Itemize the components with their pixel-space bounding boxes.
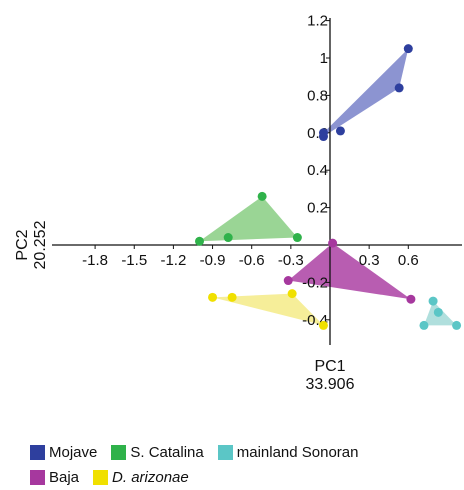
y-axis-title: PC2 [14,229,31,260]
y-tick-label: 1 [320,50,328,67]
hull-mojave [323,48,409,137]
point-s-catalina [257,191,267,201]
x-axis-title: PC1 [314,358,345,375]
point-baja [328,238,338,248]
legend-item-mojave: Mojave [30,444,97,461]
x-tick-label: -0.6 [239,252,265,269]
point-d-arizonae [318,320,328,330]
point-mainland-sonoran [452,320,462,330]
legend-label: Baja [49,469,80,486]
point-d-arizonae [208,292,218,302]
point-mainland-sonoran [419,320,429,330]
legend: Mojave S. Catalina mainland Sonoran Baja D. … [30,440,460,490]
y-tick-label: 1.2 [307,13,328,30]
legend-item-s-catalina: S. Catalina [111,444,204,461]
point-baja [406,294,416,304]
point-d-arizonae [227,292,237,302]
point-s-catalina [223,233,233,243]
x-tick-label: 0.6 [398,252,419,269]
legend-row: Baja D. arizonae [30,465,460,490]
point-mojave [318,128,328,138]
legend-label: D. arizonae [112,469,189,486]
legend-swatch [30,445,45,460]
legend-swatch [217,445,233,460]
y-tick-label: -0.2 [302,274,328,291]
data-points [195,44,462,330]
hull-d-arizonae [212,293,324,326]
hull-baja [288,243,411,300]
legend-swatch [111,445,127,460]
point-mojave [335,126,345,136]
y-axis-variance: 20.252 [32,220,49,269]
point-baja [283,276,293,286]
legend-label: mainland Sonoran [236,444,359,461]
x-tick-label: -1.2 [160,252,186,269]
point-s-catalina [195,236,204,246]
legend-label: Mojave [49,444,98,461]
x-axis-variance: 33.906 [306,376,355,393]
point-mainland-sonoran [433,307,443,317]
legend-swatch [93,470,109,485]
point-mojave [394,83,404,93]
x-tick-label: 0.3 [359,252,380,269]
point-d-arizonae [287,289,297,299]
x-tick-label: -0.3 [278,252,304,269]
y-tick-label: 0.2 [307,200,328,217]
group-hulls [199,48,457,326]
legend-item-d-arizonae: D. arizonae [93,469,189,486]
x-tick-label: -1.5 [121,252,147,269]
point-mojave [403,44,413,54]
legend-item-mainland-sonoran: mainland Sonoran [217,444,359,461]
legend-label: S. Catalina [130,444,204,461]
legend-row: Mojave S. Catalina mainland Sonoran [30,440,460,465]
legend-swatch [30,470,45,485]
axis-labels: PC1 33.906 PC2 20.252 [14,220,355,393]
hull-s-catalina [199,196,298,242]
x-tick-label: -0.9 [200,252,226,269]
x-tick-label: -1.8 [82,252,108,269]
y-tick-label: 0.8 [307,87,328,104]
y-tick-label: 0.4 [307,162,328,179]
legend-item-baja: Baja [30,469,79,486]
point-s-catalina [292,233,302,243]
point-mainland-sonoran [428,296,438,306]
